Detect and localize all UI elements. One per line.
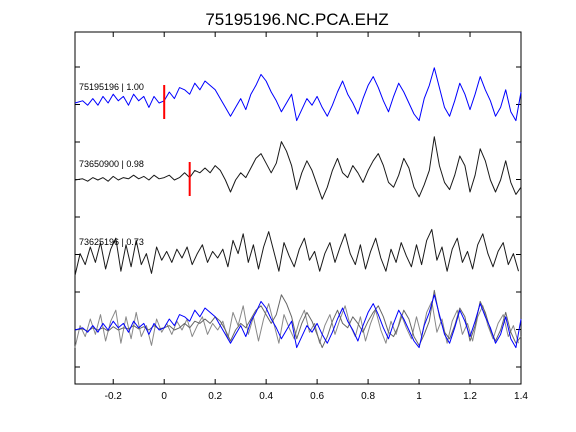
x-tick-label: 1.4 [514, 391, 528, 402]
trace-line [74, 67, 522, 122]
x-tick-label: 0.2 [208, 391, 222, 402]
trace-labels: 75195196 | 1.00 73650900 | 0.98 73625196 |… [79, 82, 144, 247]
x-tick-label: 0 [161, 391, 167, 402]
chart-title: 75195196.NC.PCA.EHZ [205, 10, 388, 29]
x-tick-label: 0.4 [259, 391, 273, 402]
overlay-trace-line [74, 294, 522, 349]
x-tick-label: 0.8 [361, 391, 375, 402]
x-tick-label: 1 [416, 391, 422, 402]
trace-label: 73625196 | 0.73 [79, 237, 144, 247]
plot-frame [74, 31, 522, 385]
trace-line [74, 136, 522, 200]
overlay-trace-line [74, 289, 522, 349]
y-axis-ticks [75, 66, 521, 368]
x-axis-ticks: -0.2 0 0.2 0.4 0.6 0.8 1 1.2 1.4 [105, 32, 528, 402]
overlay-trace-line [74, 300, 519, 348]
trace-label: 73650900 | 0.98 [79, 159, 144, 169]
x-tick-label: 1.2 [463, 391, 477, 402]
waveform-traces [74, 67, 522, 349]
trace-label: 75195196 | 1.00 [79, 82, 144, 92]
x-tick-label: -0.2 [105, 391, 123, 402]
trace-line [74, 228, 519, 276]
x-tick-label: 0.6 [310, 391, 324, 402]
